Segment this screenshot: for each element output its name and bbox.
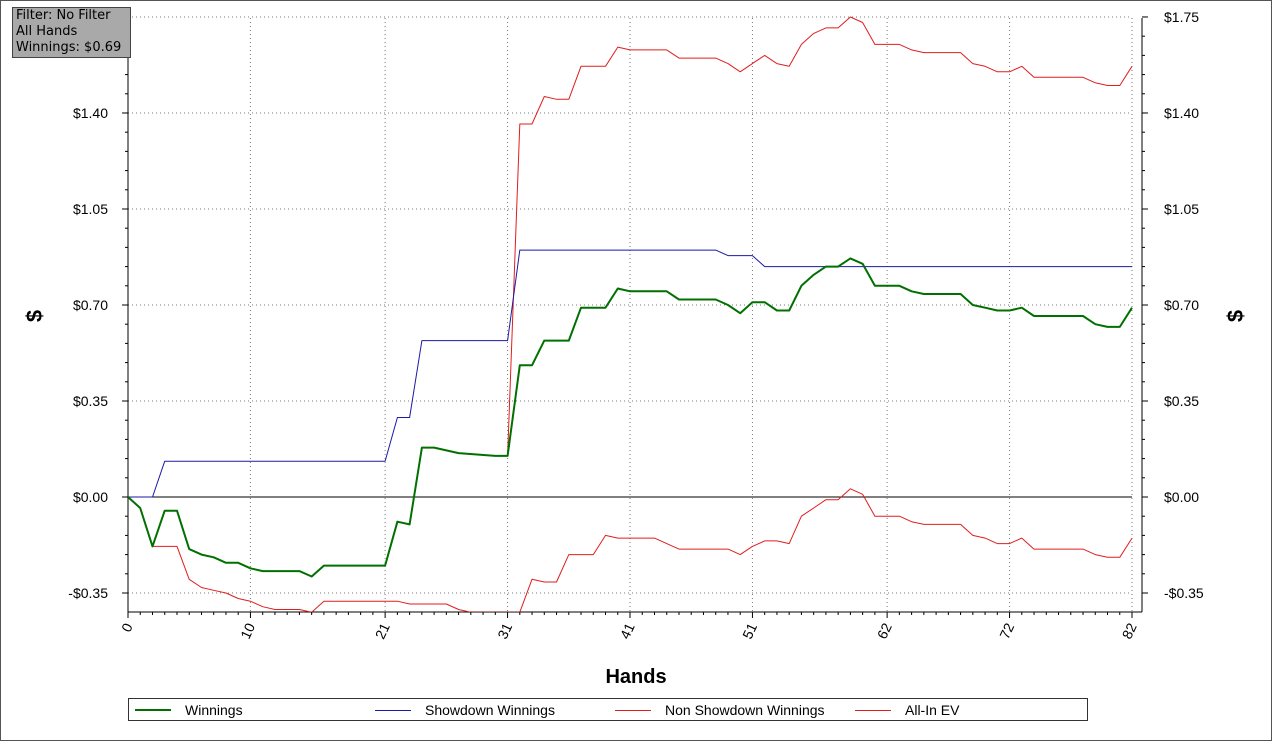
y-tick-label-right: $1.05 bbox=[1164, 201, 1199, 217]
legend-item-all-in-ev: All-In EV bbox=[855, 702, 959, 718]
legend-item-winnings: Winnings bbox=[135, 702, 243, 718]
hands-text: All Hands bbox=[16, 24, 78, 39]
series-lines bbox=[128, 16, 1133, 612]
legend-swatch-showdown-winnings bbox=[375, 709, 411, 711]
y-tick-label-left: $1.05 bbox=[73, 201, 108, 217]
x-tick-label: 51 bbox=[739, 620, 760, 641]
y-tick-label-right: $1.40 bbox=[1164, 105, 1199, 121]
series-line-showdown-winnings bbox=[128, 249, 1132, 498]
filter-info-box: Filter: No Filter All Hands Winnings: $0… bbox=[12, 7, 131, 58]
legend-label-all-in-ev: All-In EV bbox=[905, 702, 960, 718]
legend-label-winnings: Winnings bbox=[185, 702, 243, 718]
chart-legend: Winnings Showdown Winnings Non Showdown … bbox=[128, 698, 1088, 721]
legend-label-showdown-winnings: Showdown Winnings bbox=[425, 702, 555, 718]
tick-labels: 0 10 21 31 41 51 62 72 82 -$0.35 $0.00 $0.35 $0.70 $1… bbox=[68, 9, 1204, 641]
legend-swatch-all-in-ev bbox=[855, 709, 891, 711]
x-tick-label: 82 bbox=[1119, 620, 1140, 641]
legend-label-non-showdown-winnings: Non Showdown Winnings bbox=[665, 702, 825, 718]
x-tick-label: 31 bbox=[494, 620, 515, 641]
legend-item-showdown-winnings: Showdown Winnings bbox=[375, 702, 555, 718]
x-axis-label: Hands bbox=[605, 666, 666, 688]
filter-text: Filter: No Filter bbox=[16, 8, 111, 23]
y-tick-label-right: $0.00 bbox=[1164, 489, 1199, 505]
series-line-non-showdown-winnings bbox=[128, 488, 1133, 612]
x-tick-label: 10 bbox=[237, 620, 258, 641]
grid bbox=[128, 16, 1133, 612]
winnings-text: Winnings: $0.69 bbox=[16, 40, 122, 55]
legend-swatch-non-showdown-winnings bbox=[615, 709, 651, 711]
y-tick-label-right: $0.70 bbox=[1164, 297, 1199, 313]
x-tick-label: 41 bbox=[617, 620, 638, 641]
x-tick-label: 0 bbox=[118, 620, 136, 634]
legend-item-non-showdown-winnings: Non Showdown Winnings bbox=[615, 702, 825, 718]
y-tick-label-left: $0.00 bbox=[73, 489, 108, 505]
series-line-all-in-ev bbox=[507, 16, 1133, 456]
y-tick-label-right: $0.35 bbox=[1164, 393, 1199, 409]
y-tick-label-left: $1.40 bbox=[73, 105, 108, 121]
x-tick-label: 62 bbox=[874, 620, 895, 641]
series-line-winnings bbox=[128, 257, 1133, 578]
x-tick-label: 72 bbox=[996, 620, 1017, 641]
y-tick-label-left: $0.70 bbox=[73, 297, 108, 313]
legend-swatch-winnings bbox=[135, 709, 171, 711]
y-axis-label-right: $ bbox=[1223, 310, 1248, 322]
x-tick-label: 21 bbox=[372, 620, 393, 641]
y-tick-label-left: -$0.35 bbox=[68, 585, 108, 601]
axes bbox=[122, 16, 1148, 618]
y-tick-label-left: $0.35 bbox=[73, 393, 108, 409]
y-tick-label-right: -$0.35 bbox=[1164, 585, 1204, 601]
y-tick-label-right: $1.75 bbox=[1164, 9, 1199, 25]
y-axis-label-left: $ bbox=[22, 310, 47, 322]
